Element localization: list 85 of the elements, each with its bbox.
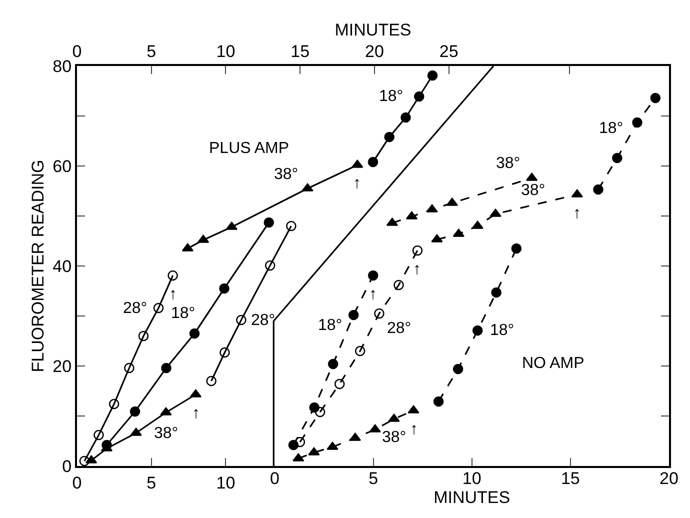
y-tick-label: 80 [52, 56, 72, 76]
point [491, 287, 502, 298]
point [206, 376, 216, 386]
annotation: ↑ [353, 175, 361, 192]
annotation: ↑ [573, 205, 581, 222]
series-label: 18° [318, 317, 342, 334]
annotation: PLUS AMP [209, 140, 290, 157]
series-label: 28° [387, 320, 412, 337]
x-axis-title: MINUTES [434, 488, 510, 507]
x-tick-label: 15 [560, 469, 580, 488]
point [130, 406, 140, 417]
annotation: ↑ [413, 261, 421, 278]
point [650, 92, 661, 104]
point [189, 328, 200, 339]
x2-tick-label: 15 [290, 42, 310, 62]
point [220, 347, 230, 358]
y-tick-label: 20 [52, 356, 72, 376]
point [348, 310, 359, 320]
annotation: ↑ [410, 421, 418, 438]
point [593, 184, 604, 195]
point [472, 325, 483, 336]
series-label: 38° [154, 425, 178, 442]
x-tick-label: 10 [462, 469, 482, 488]
y-tick-label: 60 [52, 156, 72, 176]
y-tick-label: 0 [62, 456, 72, 476]
x-tick-label: 0 [270, 469, 280, 488]
point [130, 428, 142, 436]
point [286, 220, 296, 232]
point [452, 364, 464, 374]
y-axis-title: FLUOROMETER READING [28, 160, 48, 372]
point [264, 260, 276, 271]
x2-tick-label: 20 [365, 42, 384, 62]
point [369, 424, 381, 432]
series-label: 28° [123, 300, 148, 317]
y-tick-label: 40 [52, 256, 72, 276]
series-label: 18° [171, 305, 196, 322]
point [511, 243, 522, 254]
point [612, 152, 622, 164]
point [571, 189, 583, 198]
x-tick-label: 20 [660, 469, 678, 488]
point [292, 453, 304, 462]
x-tick-label: 5 [146, 473, 156, 492]
x2-tick-label: 10 [216, 42, 236, 62]
series-label: 18° [599, 120, 624, 137]
point [431, 234, 443, 242]
point [394, 280, 404, 290]
point [294, 436, 306, 448]
point [334, 378, 345, 390]
series-label: 38° [496, 155, 520, 172]
point [328, 358, 338, 370]
annotation: ↑ [192, 405, 200, 422]
x-tick-label: 5 [368, 469, 378, 488]
series-label: 38° [382, 429, 406, 446]
point [314, 406, 326, 418]
series-label: 38° [521, 182, 546, 199]
x-tick-label: 10 [216, 473, 236, 492]
point [446, 198, 458, 206]
x2-axis-title: MINUTES [334, 20, 412, 40]
point [326, 442, 338, 450]
point [161, 362, 172, 374]
point [264, 217, 274, 228]
series-label: 18° [379, 88, 404, 105]
point [433, 396, 444, 407]
series-label: 18° [490, 322, 514, 339]
point [490, 208, 502, 217]
point [408, 405, 420, 414]
annotation: NO AMP [522, 355, 584, 372]
series-label: 28° [251, 312, 276, 329]
annotation: ↑ [169, 286, 177, 303]
point [374, 308, 384, 319]
point [412, 245, 423, 256]
point [388, 414, 400, 422]
point [160, 407, 172, 416]
point [472, 220, 484, 229]
series-label: 38° [274, 166, 298, 183]
point [354, 346, 366, 356]
x2-tick-label: 25 [439, 42, 458, 62]
x2-tick-label: 5 [146, 42, 156, 62]
point [236, 314, 246, 326]
point [308, 447, 320, 456]
point [219, 283, 230, 294]
point [368, 270, 378, 281]
annotation: ↑ [369, 286, 377, 303]
point [632, 117, 642, 128]
point [426, 204, 438, 212]
